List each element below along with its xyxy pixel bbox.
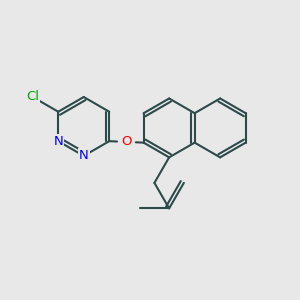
Text: O: O bbox=[121, 135, 132, 148]
Text: N: N bbox=[79, 149, 88, 162]
Text: N: N bbox=[53, 135, 63, 148]
Text: Cl: Cl bbox=[26, 91, 39, 103]
